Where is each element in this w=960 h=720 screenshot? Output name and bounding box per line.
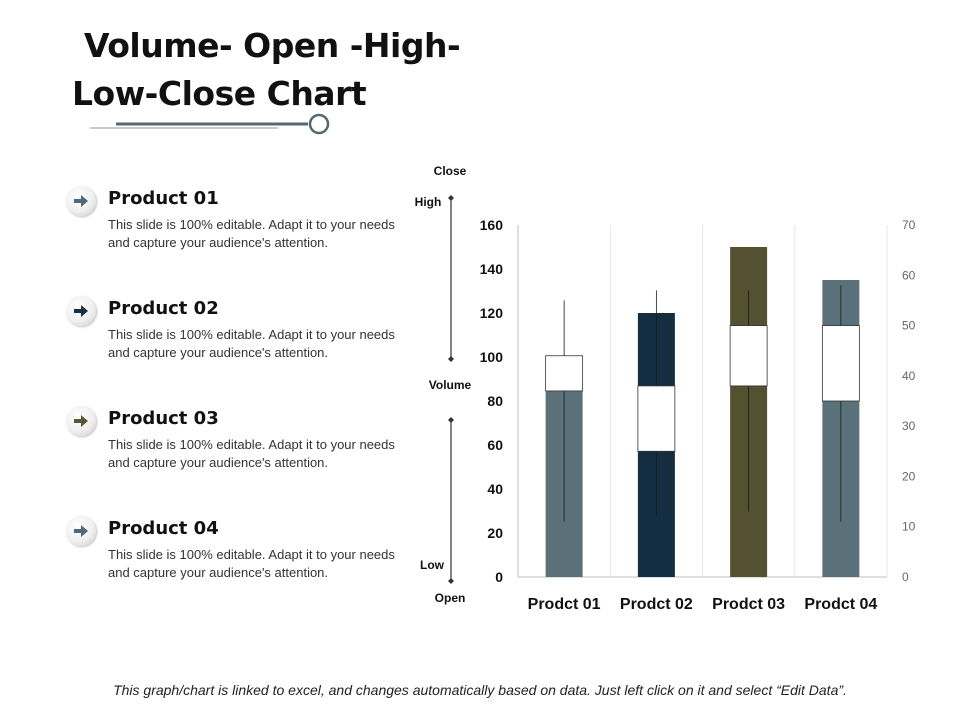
y-right-tick-label: 60 [902, 268, 916, 282]
footer-note: This graph/chart is linked to excel, and… [113, 682, 847, 698]
title-line-2: Low-Close Chart [72, 74, 367, 113]
y-left-tick-label: 60 [487, 437, 503, 453]
y-left-tick-label: 140 [480, 261, 504, 277]
y-left-tick-label: 80 [487, 393, 503, 409]
x-category-label: Prodct 01 [528, 596, 601, 613]
title-line-1: Volume- Open -High- [84, 26, 461, 65]
legend-label-volume: Volume [429, 378, 472, 392]
y-right-tick-label: 50 [902, 319, 916, 333]
y-left-tick-label: 100 [480, 349, 504, 365]
y-left-tick-label: 120 [480, 305, 504, 321]
product-description: This slide is 100% editable. Adapt it to… [108, 437, 395, 470]
product-title: Product 01 [108, 188, 219, 209]
legend-connector-marker [448, 356, 454, 362]
y-left-tick-label: 0 [495, 569, 503, 585]
arrow-right-icon [66, 516, 96, 546]
y-right-tick-label: 10 [902, 520, 916, 534]
product-title: Product 02 [108, 298, 219, 319]
product-title: Product 04 [108, 518, 219, 539]
legend-connector-marker [448, 195, 454, 201]
arrow-right-icon [66, 186, 96, 216]
y-right-tick-label: 70 [902, 218, 916, 232]
y-left-tick-label: 160 [480, 217, 504, 233]
y-right-tick-label: 0 [902, 570, 909, 584]
y-right-tick-label: 20 [902, 469, 916, 483]
open-close-box [821, 325, 860, 402]
title-underline-decoration [90, 113, 330, 135]
y-left-tick-label: 20 [487, 525, 503, 541]
y-left-tick-label: 40 [487, 481, 503, 497]
legend-label-close: Close [434, 164, 467, 178]
legend-connector-marker [448, 417, 454, 423]
product-description: This slide is 100% editable. Adapt it to… [108, 547, 395, 580]
legend-connector-marker [448, 578, 454, 584]
open-close-box [729, 325, 768, 387]
open-close-box [637, 385, 676, 452]
product-description: This slide is 100% editable. Adapt it to… [108, 327, 395, 360]
product-description: This slide is 100% editable. Adapt it to… [108, 217, 395, 250]
page-title: Volume- Open -High- Low-Close Chart [72, 22, 492, 118]
arrow-right-icon [66, 296, 96, 326]
open-close-box [545, 355, 584, 392]
y-right-tick-label: 30 [902, 419, 916, 433]
x-category-label: Prodct 02 [620, 596, 693, 613]
legend-label-high: High [415, 195, 442, 209]
x-category-label: Prodct 03 [712, 596, 785, 613]
arrow-right-icon [66, 406, 96, 436]
legend-label-open: Open [435, 591, 466, 605]
legend-label-low: Low [420, 558, 445, 572]
y-right-tick-label: 40 [902, 369, 916, 383]
product-title: Product 03 [108, 408, 219, 429]
x-category-label: Prodct 04 [804, 596, 877, 613]
